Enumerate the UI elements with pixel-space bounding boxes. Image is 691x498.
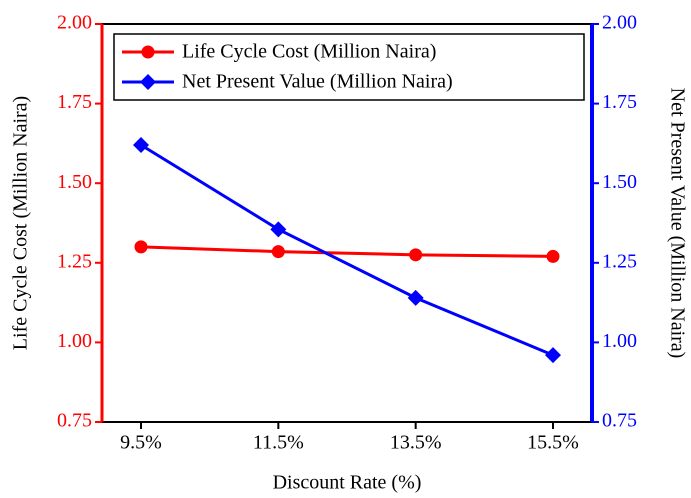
marker: [546, 249, 560, 263]
y-axis-label: Life Cycle Cost (Million Naira): [10, 96, 32, 350]
legend-label: Net Present Value (Million Naira): [182, 71, 453, 93]
x-tick-label: 9.5%: [120, 432, 162, 454]
y-tick-label: 0.75: [57, 410, 92, 432]
y-tick-label: 2.00: [57, 12, 92, 34]
marker: [407, 289, 424, 306]
marker: [133, 136, 149, 153]
x-tick-label: 15.5%: [527, 432, 579, 454]
marker: [134, 240, 148, 254]
x-tick-label: 11.5%: [253, 432, 304, 454]
y2-tick-label: 1.00: [602, 330, 637, 352]
marker: [545, 347, 561, 364]
y2-tick-label: 0.75: [602, 410, 637, 432]
legend-box: [113, 33, 585, 101]
y2-axis-label: Net Present Value (Million Naira): [666, 88, 688, 359]
x-tick-label: 13.5%: [390, 432, 442, 454]
y-tick-label: 1.75: [57, 91, 92, 113]
legend-label: Life Cycle Cost (Million Naira): [182, 41, 436, 63]
y-tick-label: 1.25: [57, 250, 92, 272]
y-tick-label: 1.00: [57, 330, 92, 352]
x-axis-label: Discount Rate (%): [273, 472, 422, 494]
series-line: [140, 245, 554, 258]
y-tick-label: 1.50: [57, 171, 92, 193]
series-line: [140, 143, 554, 357]
y2-tick-label: 1.50: [602, 171, 637, 193]
y2-tick-label: 1.25: [602, 250, 637, 272]
marker: [271, 245, 285, 259]
marker: [270, 221, 287, 238]
marker: [409, 248, 423, 262]
y2-tick-label: 1.75: [602, 91, 637, 113]
y2-tick-label: 2.00: [602, 12, 637, 34]
marker: [141, 45, 155, 59]
marker: [140, 74, 156, 90]
